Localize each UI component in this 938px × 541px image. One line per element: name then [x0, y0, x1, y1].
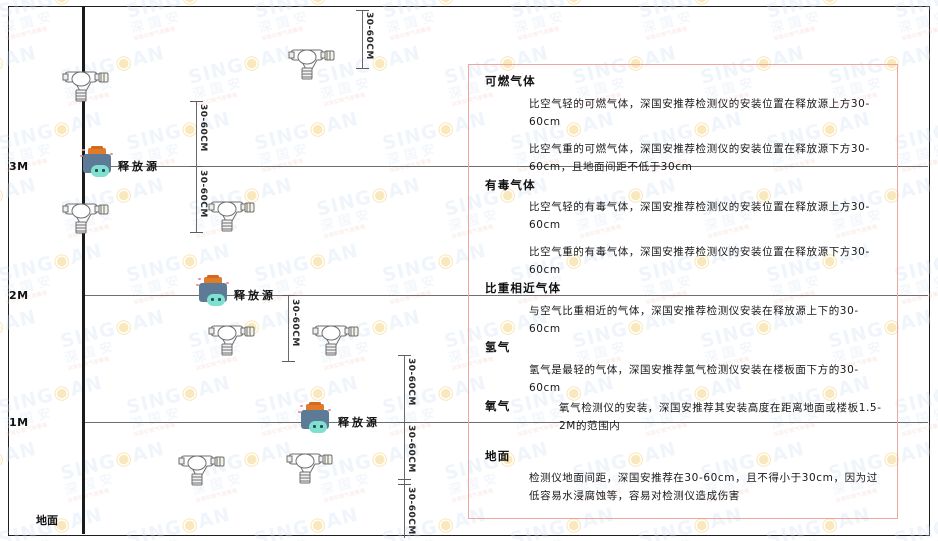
recommendation-panel: 可燃气体比空气轻的可燃气体，深国安推荐检测仪的安装位置在释放源上方30-60cm…	[468, 64, 898, 519]
panel-section-paragraph: 比空气重的可燃气体，深国安推荐检测仪的安装位置在释放源下方30-60cm，且地面…	[529, 142, 870, 173]
release-source-icon	[298, 402, 332, 433]
dimension-label-d2: 30-60CM	[406, 425, 416, 473]
dimension-tick	[356, 10, 369, 11]
level-line-2m	[85, 295, 928, 296]
gas-detector-icon	[178, 450, 230, 490]
panel-section-title: 比重相近气体	[485, 281, 562, 296]
dimension-label-c: 30-60CM	[290, 299, 300, 347]
panel-section: 有毒气体比空气轻的有毒气体，深国安推荐检测仪的安装位置在释放源上方30-60cm…	[485, 178, 883, 280]
panel-section-title: 地面	[485, 448, 511, 463]
dimension-line-a	[362, 10, 363, 68]
ground-label: 地面	[36, 514, 58, 527]
dimension-label-b2: 30-60CM	[198, 170, 208, 218]
dimension-tick	[282, 361, 295, 362]
dimension-label-d3: 30-60CM	[406, 487, 416, 535]
release-source-icon	[80, 146, 114, 177]
panel-section-paragraph: 与空气比重相近的气体，深国安推荐检测仪安装在释放源上下的30-60cm	[529, 304, 859, 335]
gas-detector-icon	[288, 44, 340, 84]
level-line-1m	[85, 422, 928, 423]
gas-detector-icon	[62, 198, 114, 238]
panel-section-paragraph: 氧气检测仪的安装，深国安推荐其安装高度在距离地面或楼板1.5-2M的范围内	[559, 401, 882, 432]
gas-detector-icon	[62, 66, 114, 106]
gas-detector-icon	[208, 320, 260, 360]
panel-section: 地面检测仪地面间距，深国安推荐在30-60cm，且不得小于30cm，因为过低容易…	[485, 449, 883, 506]
dimension-line-c	[288, 295, 289, 361]
dimension-tick	[356, 68, 369, 69]
vertical-axis	[82, 6, 85, 534]
panel-section-title: 有毒气体	[485, 177, 536, 192]
dimension-label-b1: 30-60CM	[198, 104, 208, 152]
dimension-line-d	[404, 355, 405, 538]
dimension-tick	[282, 295, 295, 296]
gas-detector-icon	[286, 448, 338, 488]
dimension-tick	[190, 232, 203, 233]
dimension-tick	[398, 479, 411, 480]
level-label-3m: 3M	[9, 160, 29, 173]
level-label-2m: 2M	[9, 289, 29, 302]
dimension-line-b2	[196, 166, 197, 232]
release-source-icon	[196, 275, 230, 306]
panel-section-paragraph: 氢气是最轻的气体，深国安推荐氢气检测仪安装在楼板面下方的30-60cm	[529, 363, 859, 394]
panel-section-title: 可燃气体	[485, 74, 536, 88]
panel-section-title: 氧气	[485, 398, 511, 413]
dimension-tick	[398, 484, 411, 485]
panel-section-title: 氢气	[485, 340, 511, 355]
dimension-tick	[398, 355, 411, 356]
drawing-frame	[8, 6, 930, 536]
panel-section: 可燃气体比空气轻的可燃气体，深国安推荐检测仪的安装位置在释放源上方30-60cm…	[485, 74, 883, 176]
panel-section-paragraph: 比空气轻的可燃气体，深国安推荐检测仪的安装位置在释放源上方30-60cm	[529, 97, 870, 128]
release-source-label-3m: 释放源	[118, 160, 160, 173]
dimension-tick	[398, 422, 411, 423]
dimension-tick	[190, 101, 203, 102]
panel-section-paragraph: 比空气轻的有毒气体，深国安推荐检测仪的安装位置在释放源上方30-60cm	[529, 201, 870, 232]
dimension-label-d1: 30-60CM	[406, 358, 416, 406]
panel-section-paragraph: 比空气重的有毒气体，深国安推荐检测仪的安装位置在释放源下方30-60cm	[529, 246, 870, 277]
dimension-line-b	[196, 101, 197, 166]
release-source-label-1m: 释放源	[338, 416, 380, 429]
gas-detector-icon	[312, 320, 364, 360]
panel-section: 氢气氢气是最轻的气体，深国安推荐氢气检测仪安装在楼板面下方的30-60cm	[485, 340, 883, 397]
gas-detector-icon	[208, 196, 260, 236]
panel-section-paragraph: 检测仪地面间距，深国安推荐在30-60cm，且不得小于30cm，因为过低容易水浸…	[529, 472, 878, 503]
level-label-1m: 1M	[9, 416, 29, 429]
level-line-3m	[85, 166, 928, 167]
dimension-label-a: 30-60CM	[364, 12, 374, 60]
panel-section: 氧气 氧气检测仪的安装，深国安推荐其安装高度在距离地面或楼板1.5-2M的范围内	[485, 399, 883, 435]
release-source-label-2m: 释放源	[234, 289, 276, 302]
panel-section: 比重相近气体与空气比重相近的气体，深国安推荐检测仪安装在释放源上下的30-60c…	[485, 281, 883, 338]
